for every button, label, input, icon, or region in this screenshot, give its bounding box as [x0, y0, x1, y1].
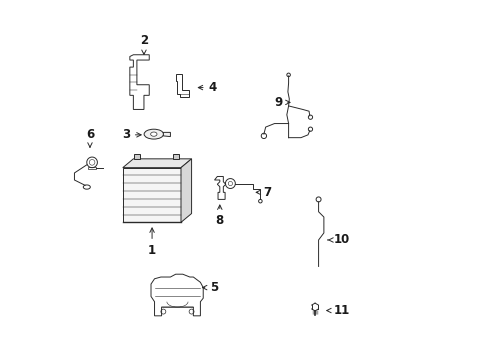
Text: 4: 4 — [198, 81, 217, 94]
Text: 3: 3 — [122, 129, 141, 141]
Text: 11: 11 — [326, 304, 349, 317]
Text: 9: 9 — [273, 96, 289, 109]
Polygon shape — [122, 159, 191, 168]
Text: 10: 10 — [327, 234, 349, 247]
Text: 6: 6 — [86, 128, 94, 147]
Polygon shape — [122, 168, 181, 222]
Text: 5: 5 — [202, 281, 218, 294]
Text: 7: 7 — [256, 186, 271, 199]
Polygon shape — [134, 154, 140, 159]
Text: 2: 2 — [140, 34, 148, 54]
Text: 8: 8 — [215, 205, 224, 227]
Polygon shape — [181, 159, 191, 222]
Polygon shape — [173, 154, 178, 159]
Text: 1: 1 — [148, 228, 156, 257]
Polygon shape — [163, 132, 170, 136]
Ellipse shape — [144, 129, 163, 139]
Ellipse shape — [150, 132, 157, 136]
